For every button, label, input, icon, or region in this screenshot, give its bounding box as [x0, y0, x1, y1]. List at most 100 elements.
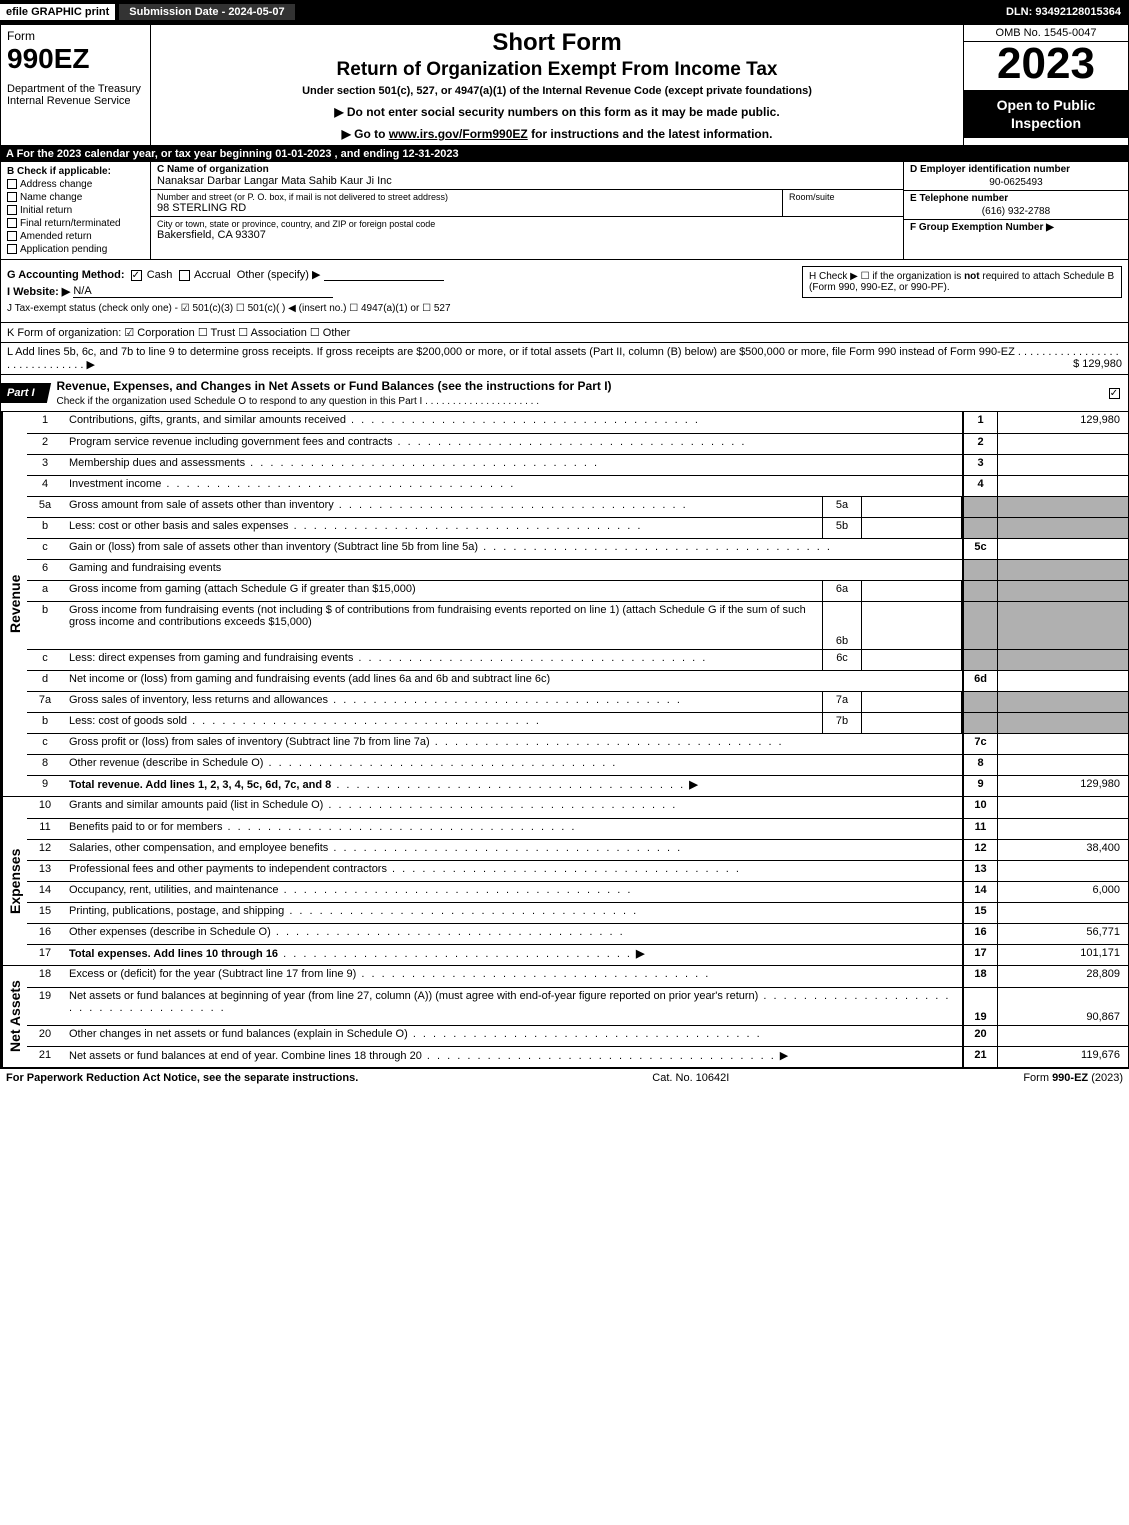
J-text: J Tax-exempt status (check only one) - ☑…: [7, 303, 451, 314]
r5a-rn: [962, 497, 998, 517]
dln: DLN: 93492128015364: [998, 4, 1129, 20]
r21-rn: 21: [962, 1047, 998, 1067]
r5a-n: 5a: [27, 497, 63, 517]
checkbox-final-return[interactable]: Final return/terminated: [7, 218, 144, 229]
row-11: 11Benefits paid to or for members11: [27, 818, 1128, 839]
r5b-rn: [962, 518, 998, 538]
G-accrual: Accrual: [194, 269, 231, 281]
r7b-sn: 7b: [822, 713, 862, 733]
r8-rn: 8: [962, 755, 998, 775]
checkbox-amended-return[interactable]: Amended return: [7, 231, 144, 242]
G-other-blank[interactable]: [324, 280, 444, 281]
B-header: B Check if applicable:: [7, 166, 144, 177]
r2-rn: 2: [962, 434, 998, 454]
r6a-d: Gross income from gaming (attach Schedul…: [63, 581, 822, 601]
r20-d: Other changes in net assets or fund bala…: [63, 1026, 962, 1046]
r20-rn: 20: [962, 1026, 998, 1046]
r8-amt: [998, 755, 1128, 775]
row-15: 15Printing, publications, postage, and s…: [27, 902, 1128, 923]
r7b-amt: [998, 713, 1128, 733]
r5c-rn: 5c: [962, 539, 998, 559]
r19-rn: 19: [962, 988, 998, 1025]
part-1-title: Revenue, Expenses, and Changes in Net As…: [49, 375, 1102, 411]
r7a-sn: 7a: [822, 692, 862, 712]
r18-d: Excess or (deficit) for the year (Subtra…: [63, 966, 962, 987]
r19-amt: 90,867: [998, 988, 1128, 1025]
r9-d: Total revenue. Add lines 1, 2, 3, 4, 5c,…: [63, 776, 962, 796]
r3-rn: 3: [962, 455, 998, 475]
r16-d: Other expenses (describe in Schedule O): [63, 924, 962, 944]
r15-d: Printing, publications, postage, and shi…: [63, 903, 962, 923]
checkbox-initial-return[interactable]: Initial return: [7, 205, 144, 216]
r8-d: Other revenue (describe in Schedule O): [63, 755, 962, 775]
r13-n: 13: [27, 861, 63, 881]
r15-amt: [998, 903, 1128, 923]
r3-d: Membership dues and assessments: [63, 455, 962, 475]
r11-rn: 11: [962, 819, 998, 839]
row-J: J Tax-exempt status (check only one) - ☑…: [7, 302, 1122, 314]
r8-n: 8: [27, 755, 63, 775]
submission-date: Submission Date - 2024-05-07: [119, 4, 294, 20]
r6b-rn: [962, 602, 998, 649]
r6c-sn: 6c: [822, 650, 862, 670]
r5b-n: b: [27, 518, 63, 538]
checkbox-cash[interactable]: [131, 270, 142, 281]
r10-n: 10: [27, 797, 63, 818]
row-A-tax-year: A For the 2023 calendar year, or tax yea…: [0, 146, 1129, 162]
city-label: City or town, state or province, country…: [157, 219, 897, 229]
r6b-amt: [998, 602, 1128, 649]
r6c-sa: [862, 650, 962, 670]
r7b-n: b: [27, 713, 63, 733]
part-1-scheduleO-check[interactable]: [1102, 387, 1128, 399]
r6b-n: b: [27, 602, 63, 649]
r14-n: 14: [27, 882, 63, 902]
r17-rn: 17: [962, 945, 998, 965]
row-6a: aGross income from gaming (attach Schedu…: [27, 580, 1128, 601]
efile-label: efile GRAPHIC print: [0, 4, 115, 20]
r5a-sa: [862, 497, 962, 517]
top-bar: efile GRAPHIC print Submission Date - 20…: [0, 0, 1129, 24]
I-label: I Website: ▶: [7, 286, 70, 298]
tax-year: 2023: [964, 42, 1128, 90]
r5c-d: Gain or (loss) from sale of assets other…: [63, 539, 962, 559]
r5b-sa: [862, 518, 962, 538]
col-DEF: D Employer identification number 90-0625…: [903, 162, 1128, 259]
r14-d: Occupancy, rent, utilities, and maintena…: [63, 882, 962, 902]
r7c-n: c: [27, 734, 63, 754]
r9-n: 9: [27, 776, 63, 796]
r4-d: Investment income: [63, 476, 962, 496]
r7a-rn: [962, 692, 998, 712]
row-5a: 5aGross amount from sale of assets other…: [27, 496, 1128, 517]
checkbox-application-pending[interactable]: Application pending: [7, 244, 144, 255]
city-cell: City or town, state or province, country…: [151, 217, 903, 259]
subtitle: Under section 501(c), 527, or 4947(a)(1)…: [161, 85, 953, 97]
r7a-amt: [998, 692, 1128, 712]
row-19: 19Net assets or fund balances at beginni…: [27, 987, 1128, 1025]
r11-amt: [998, 819, 1128, 839]
r7b-sa: [862, 713, 962, 733]
part-1-header: Part I Revenue, Expenses, and Changes in…: [0, 375, 1129, 412]
expenses-table: Expenses 10Grants and similar amounts pa…: [0, 797, 1129, 966]
checkbox-name-change[interactable]: Name change: [7, 192, 144, 203]
G-label: G Accounting Method:: [7, 269, 125, 281]
checkbox-accrual[interactable]: [179, 270, 190, 281]
r12-amt: 38,400: [998, 840, 1128, 860]
checkbox-address-change[interactable]: Address change: [7, 179, 144, 190]
r16-amt: 56,771: [998, 924, 1128, 944]
side-label-net-assets: Net Assets: [1, 966, 27, 1067]
r14-rn: 14: [962, 882, 998, 902]
r5a-d: Gross amount from sale of assets other t…: [63, 497, 822, 517]
r20-amt: [998, 1026, 1128, 1046]
I-value: N/A: [73, 285, 333, 298]
irs-link[interactable]: www.irs.gov/Form990EZ: [389, 127, 528, 141]
section-B-to-F: B Check if applicable: Address change Na…: [0, 162, 1129, 260]
box-H: H Check ▶ ☐ if the organization is not r…: [802, 266, 1122, 298]
r4-n: 4: [27, 476, 63, 496]
opt-initial-return: Initial return: [20, 205, 72, 216]
row-18: 18Excess or (deficit) for the year (Subt…: [27, 966, 1128, 987]
H-text1: H Check ▶ ☐ if the organization is: [809, 271, 964, 282]
instr2-post: for instructions and the latest informat…: [528, 127, 773, 141]
r6-amt: [998, 560, 1128, 580]
triangle-icon: ▶: [780, 1049, 788, 1062]
r14-amt: 6,000: [998, 882, 1128, 902]
